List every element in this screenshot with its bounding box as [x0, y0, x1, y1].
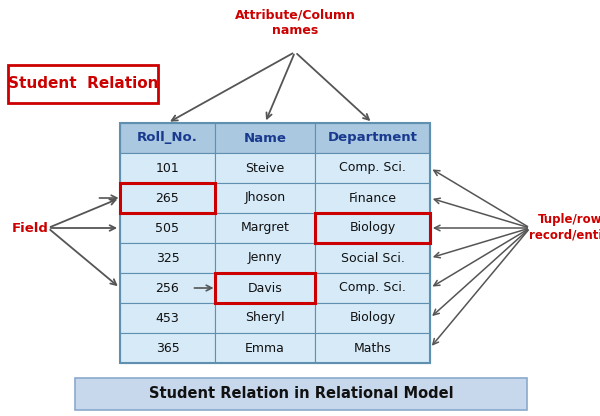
Bar	[215, 213, 315, 243]
Bar	[120, 243, 215, 273]
Bar	[120, 123, 215, 153]
Bar	[315, 123, 430, 153]
Bar	[120, 333, 215, 363]
Text: Steive: Steive	[245, 161, 284, 174]
Bar	[120, 183, 215, 213]
Text: Student Relation in Relational Model: Student Relation in Relational Model	[149, 386, 454, 401]
Bar	[215, 123, 315, 153]
Text: 453: 453	[155, 312, 179, 324]
Text: 365: 365	[155, 342, 179, 354]
Bar	[120, 213, 215, 243]
Bar	[315, 153, 430, 183]
Text: 101: 101	[155, 161, 179, 174]
Text: Sheryl: Sheryl	[245, 312, 285, 324]
Text: Biology: Biology	[349, 312, 395, 324]
Bar	[75, 378, 527, 410]
Text: Davis: Davis	[248, 282, 283, 295]
Text: Comp. Sci.: Comp. Sci.	[339, 282, 406, 295]
Text: Biology: Biology	[349, 221, 395, 235]
Text: Jenny: Jenny	[248, 252, 282, 265]
Text: Social Sci.: Social Sci.	[341, 252, 404, 265]
Bar	[315, 273, 430, 303]
Text: Margret: Margret	[241, 221, 289, 235]
Bar	[120, 273, 215, 303]
Bar	[8, 65, 158, 103]
Bar	[315, 303, 430, 333]
Text: Attribute/Column
names: Attribute/Column names	[235, 8, 355, 37]
Bar	[120, 183, 215, 213]
Text: 505: 505	[155, 221, 179, 235]
Bar	[120, 153, 215, 183]
Text: Name: Name	[244, 131, 286, 144]
Text: Tuple/row/
record/entity: Tuple/row/ record/entity	[529, 213, 600, 243]
Text: Comp. Sci.: Comp. Sci.	[339, 161, 406, 174]
Text: Roll_No.: Roll_No.	[137, 131, 198, 144]
Text: Jhoson: Jhoson	[244, 191, 286, 205]
Bar	[315, 183, 430, 213]
Bar	[215, 273, 315, 303]
Bar	[120, 123, 430, 363]
Bar	[315, 243, 430, 273]
Text: Finance: Finance	[349, 191, 397, 205]
Bar	[315, 213, 430, 243]
Text: 256: 256	[155, 282, 179, 295]
Text: 265: 265	[155, 191, 179, 205]
Bar	[215, 243, 315, 273]
Text: Student  Relation: Student Relation	[8, 77, 158, 92]
Bar	[315, 333, 430, 363]
Text: Maths: Maths	[353, 342, 391, 354]
Text: Department: Department	[328, 131, 418, 144]
Bar	[215, 303, 315, 333]
Text: Emma: Emma	[245, 342, 285, 354]
Text: Field: Field	[11, 221, 49, 235]
Bar	[215, 183, 315, 213]
Bar	[215, 153, 315, 183]
Bar	[215, 273, 315, 303]
Bar	[120, 303, 215, 333]
Bar	[215, 333, 315, 363]
Bar	[315, 213, 430, 243]
Text: 325: 325	[155, 252, 179, 265]
